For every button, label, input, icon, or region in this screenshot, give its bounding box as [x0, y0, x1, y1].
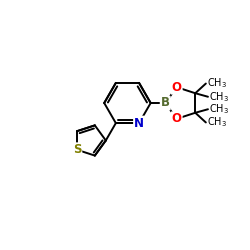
Text: N: N: [134, 116, 144, 130]
Text: O: O: [172, 112, 182, 125]
Text: B: B: [161, 96, 170, 110]
Text: CH$_3$: CH$_3$: [207, 77, 227, 90]
Text: CH$_3$: CH$_3$: [210, 102, 230, 116]
Text: CH$_3$: CH$_3$: [207, 116, 227, 129]
Text: S: S: [73, 143, 81, 156]
Text: CH$_3$: CH$_3$: [210, 90, 230, 104]
Text: O: O: [172, 81, 182, 94]
